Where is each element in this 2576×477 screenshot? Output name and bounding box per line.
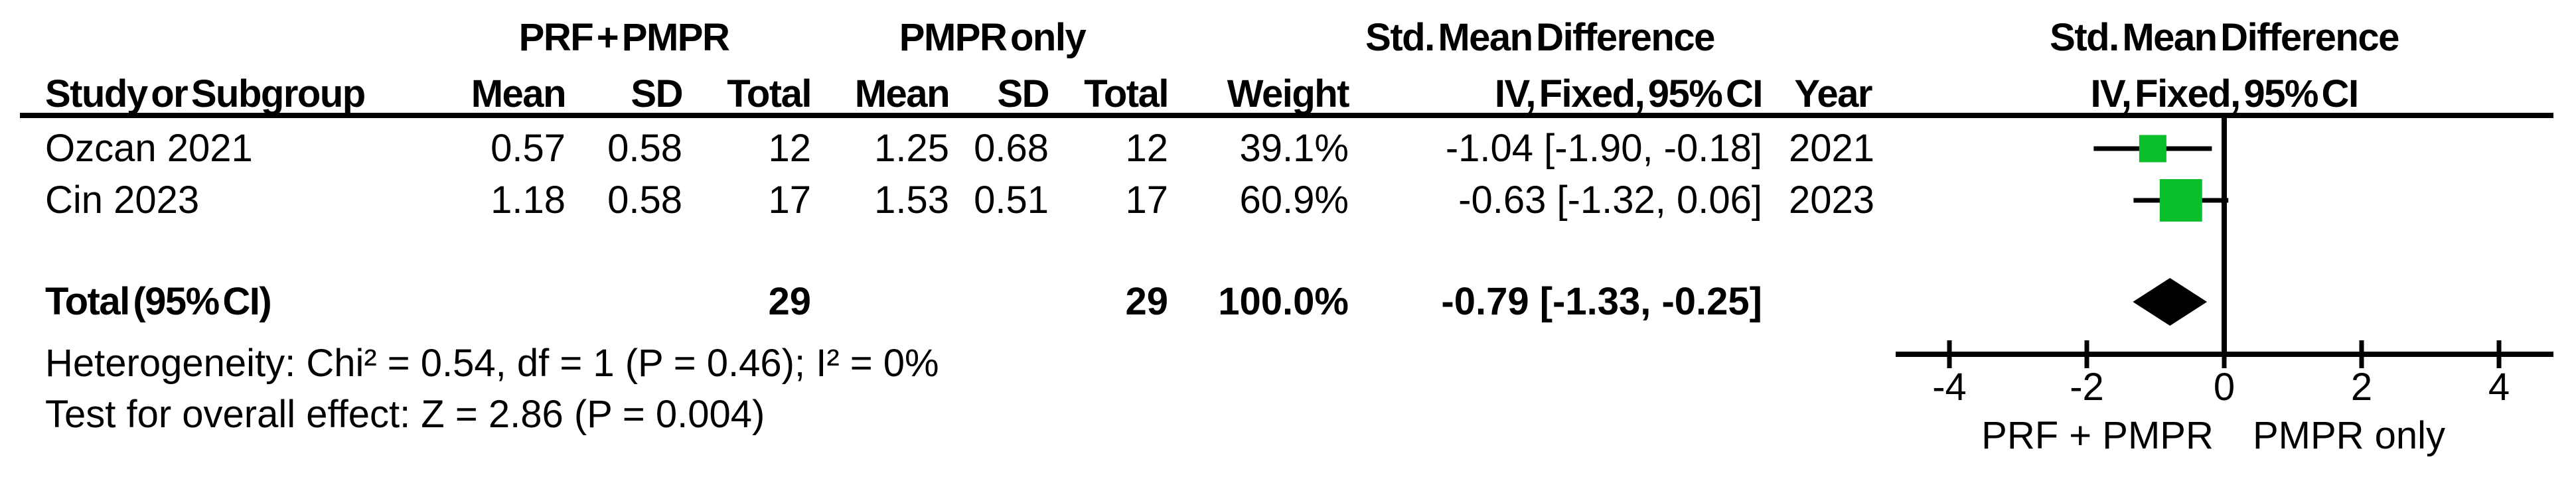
study-square — [2159, 179, 2202, 222]
study-label: Ozcan 2021 — [45, 127, 253, 170]
header-study: Study or Subgroup — [45, 72, 366, 115]
header-mean-2: Mean — [854, 72, 950, 115]
study-sd-1: 0.58 — [607, 178, 682, 222]
tick-label: 2 — [2351, 366, 2372, 409]
axis-label-right: PMPR only — [2253, 414, 2445, 457]
header-total-2: Total — [1084, 72, 1169, 115]
study-sd-1: 0.58 — [607, 127, 682, 170]
tick-label: -2 — [2070, 366, 2104, 409]
total-weight: 100.0% — [1218, 280, 1349, 323]
plot-title: Std. Mean Difference — [2050, 16, 2399, 59]
tick-label: 4 — [2488, 366, 2510, 409]
header-year: Year — [1794, 72, 1872, 115]
header-mean-1: Mean — [471, 72, 567, 115]
group-header-treatment: PRF + PMPR — [518, 16, 730, 59]
study-mean-2: 1.53 — [874, 178, 949, 222]
heterogeneity-stats: Heterogeneity: Chi² = 0.54, df = 1 (P = … — [45, 342, 939, 385]
axis-tick — [1947, 340, 1952, 368]
study-year: 2023 — [1789, 178, 1875, 222]
study-ci-text: -0.63 [-1.32, 0.06] — [1458, 178, 1762, 222]
study-label: Cin 2023 — [45, 178, 200, 222]
axis-label-left: PRF + PMPR — [1981, 414, 2214, 457]
study-n-1: 17 — [768, 178, 811, 222]
header-effect-ci: IV, Fixed, 95% CI — [1494, 72, 1764, 115]
study-mean-2: 1.25 — [874, 127, 949, 170]
plot-subtitle: IV, Fixed, 95% CI — [2090, 72, 2359, 115]
group-header-control: PMPR only — [899, 16, 1087, 59]
study-ci-text: -1.04 [-1.90, -0.18] — [1445, 127, 1762, 170]
effect-column-title: Std. Mean Difference — [1365, 16, 1715, 59]
header-sd-2: SD — [997, 72, 1049, 115]
axis-tick — [2496, 340, 2502, 368]
study-n-1: 12 — [768, 127, 811, 170]
study-square — [2139, 135, 2166, 163]
tick-label: -4 — [1932, 366, 1967, 409]
total-ci-text: -0.79 [-1.33, -0.25] — [1441, 280, 1762, 323]
total-label: Total (95% CI) — [45, 280, 272, 323]
study-weight: 60.9% — [1239, 178, 1349, 222]
tick-label: 0 — [2214, 366, 2235, 409]
axis-tick — [2222, 340, 2227, 368]
header-weight: Weight — [1227, 72, 1350, 115]
study-year: 2021 — [1789, 127, 1875, 170]
study-mean-1: 0.57 — [491, 127, 566, 170]
study-n-2: 17 — [1125, 178, 1168, 222]
total-n-2: 29 — [1125, 280, 1168, 323]
study-sd-2: 0.51 — [974, 178, 1049, 222]
total-diamond — [2133, 278, 2208, 326]
header-total-1: Total — [727, 72, 812, 115]
overall-effect-test: Test for overall effect: Z = 2.86 (P = 0… — [45, 393, 765, 436]
study-n-2: 12 — [1125, 127, 1168, 170]
header-rule — [20, 113, 2553, 118]
axis-tick — [2084, 340, 2089, 368]
total-n-1: 29 — [768, 280, 811, 323]
axis-tick — [2359, 340, 2364, 368]
header-sd-1: SD — [631, 72, 683, 115]
zero-line — [2222, 118, 2227, 357]
study-mean-1: 1.18 — [491, 178, 566, 222]
study-sd-2: 0.68 — [974, 127, 1049, 170]
study-weight: 39.1% — [1239, 127, 1349, 170]
